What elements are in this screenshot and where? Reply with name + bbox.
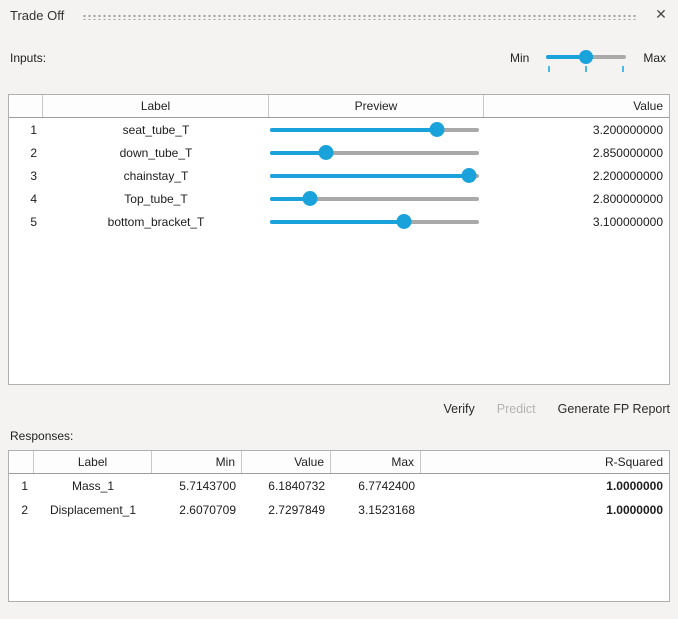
table-row: 1 seat_tube_T 3.200000000 — [9, 118, 669, 141]
column-header-preview[interactable]: Preview — [269, 95, 484, 117]
row-number: 1 — [21, 479, 28, 493]
close-icon[interactable]: ✕ — [652, 6, 670, 24]
response-label: Mass_1 — [71, 479, 115, 493]
response-label: Displacement_1 — [49, 503, 137, 517]
responses-table-header: Label Min Value Max R-Squared — [9, 451, 669, 474]
input-label: seat_tube_T — [122, 122, 190, 137]
slider-thumb[interactable] — [579, 50, 594, 64]
drag-handle-icon[interactable] — [82, 12, 638, 20]
slider-thumb[interactable] — [429, 122, 445, 137]
panel-title-bar: Trade Off ✕ — [0, 0, 678, 30]
response-r-squared: 1.0000000 — [606, 479, 663, 493]
global-range-slider-group: Min Max — [510, 43, 666, 73]
input-label: Top_tube_T — [124, 191, 188, 206]
slider-fill — [270, 151, 327, 155]
inputs-table: Label Preview Value 1 seat_tube_T 3.2000… — [8, 94, 670, 385]
response-min: 5.7143700 — [179, 479, 236, 493]
table-row: 4 Top_tube_T 2.800000000 — [9, 187, 669, 210]
slider-thumb[interactable] — [396, 214, 412, 229]
response-max: 3.1523168 — [358, 503, 415, 517]
row-number: 1 — [30, 122, 37, 137]
table-row: 2 down_tube_T 2.850000000 — [9, 141, 669, 164]
slider-thumb[interactable] — [318, 145, 334, 160]
slider-tick — [548, 66, 551, 72]
response-max: 6.7742400 — [358, 479, 415, 493]
slider-tick — [622, 66, 625, 72]
row-number: 2 — [21, 503, 28, 517]
input-value: 3.200000000 — [592, 122, 663, 137]
column-header-value[interactable]: Value — [633, 99, 663, 113]
responses-section-label: Responses: — [10, 429, 74, 443]
panel-title: Trade Off — [10, 7, 65, 23]
slider-fill — [270, 197, 310, 201]
verify-button[interactable]: Verify — [443, 402, 475, 416]
input-slider[interactable] — [270, 187, 479, 210]
slider-fill — [270, 128, 438, 132]
global-range-slider[interactable] — [546, 49, 627, 73]
action-buttons-row: Verify Predict Generate FP Report — [443, 399, 670, 419]
input-slider[interactable] — [270, 210, 479, 233]
column-header-label[interactable]: Label — [43, 95, 269, 117]
column-header-num[interactable] — [9, 451, 34, 473]
response-min: 2.6070709 — [179, 503, 236, 517]
row-number: 4 — [30, 191, 37, 206]
input-slider[interactable] — [270, 141, 479, 164]
slider-fill — [270, 174, 469, 178]
slider-thumb[interactable] — [461, 168, 477, 183]
response-r-squared: 1.0000000 — [606, 503, 663, 517]
inputs-table-header: Label Preview Value — [9, 95, 669, 118]
input-slider[interactable] — [270, 118, 479, 141]
min-label: Min — [509, 51, 530, 65]
slider-track[interactable] — [270, 197, 479, 201]
slider-fill — [270, 220, 404, 224]
row-number: 5 — [30, 214, 37, 229]
input-value: 2.800000000 — [592, 191, 663, 206]
row-number: 2 — [30, 145, 37, 160]
input-label: chainstay_T — [123, 168, 189, 183]
input-value: 3.100000000 — [592, 214, 663, 229]
column-header-label[interactable]: Label — [34, 451, 152, 473]
input-label: down_tube_T — [119, 145, 193, 160]
response-value: 2.7297849 — [268, 503, 325, 517]
input-label: bottom_bracket_T — [107, 214, 205, 229]
inputs-section-label: Inputs: — [10, 51, 47, 65]
generate-fp-report-button[interactable]: Generate FP Report — [557, 402, 670, 416]
column-header-min[interactable]: Min — [152, 451, 242, 473]
predict-button: Predict — [496, 402, 536, 416]
row-number: 3 — [30, 168, 37, 183]
table-row: 5 bottom_bracket_T 3.100000000 — [9, 210, 669, 233]
table-row: 2 Displacement_1 2.6070709 2.7297849 3.1… — [9, 498, 669, 522]
max-label: Max — [643, 51, 666, 65]
column-header-num[interactable] — [9, 95, 43, 117]
column-header-max[interactable]: Max — [331, 451, 421, 473]
column-header-r-squared[interactable]: R-Squared — [604, 455, 663, 469]
input-slider[interactable] — [270, 164, 479, 187]
slider-tick — [585, 66, 588, 72]
input-value: 2.200000000 — [592, 168, 663, 183]
slider-thumb[interactable] — [302, 191, 318, 206]
responses-table: Label Min Value Max R-Squared 1 Mass_1 5… — [8, 450, 670, 602]
table-row: 3 chainstay_T 2.200000000 — [9, 164, 669, 187]
column-header-value[interactable]: Value — [242, 451, 331, 473]
input-value: 2.850000000 — [592, 145, 663, 160]
inputs-header-row: Inputs: Min Max — [10, 42, 666, 74]
slider-fill — [546, 55, 587, 59]
table-row: 1 Mass_1 5.7143700 6.1840732 6.7742400 1… — [9, 474, 669, 498]
response-value: 6.1840732 — [268, 479, 325, 493]
slider-track[interactable] — [270, 151, 479, 155]
